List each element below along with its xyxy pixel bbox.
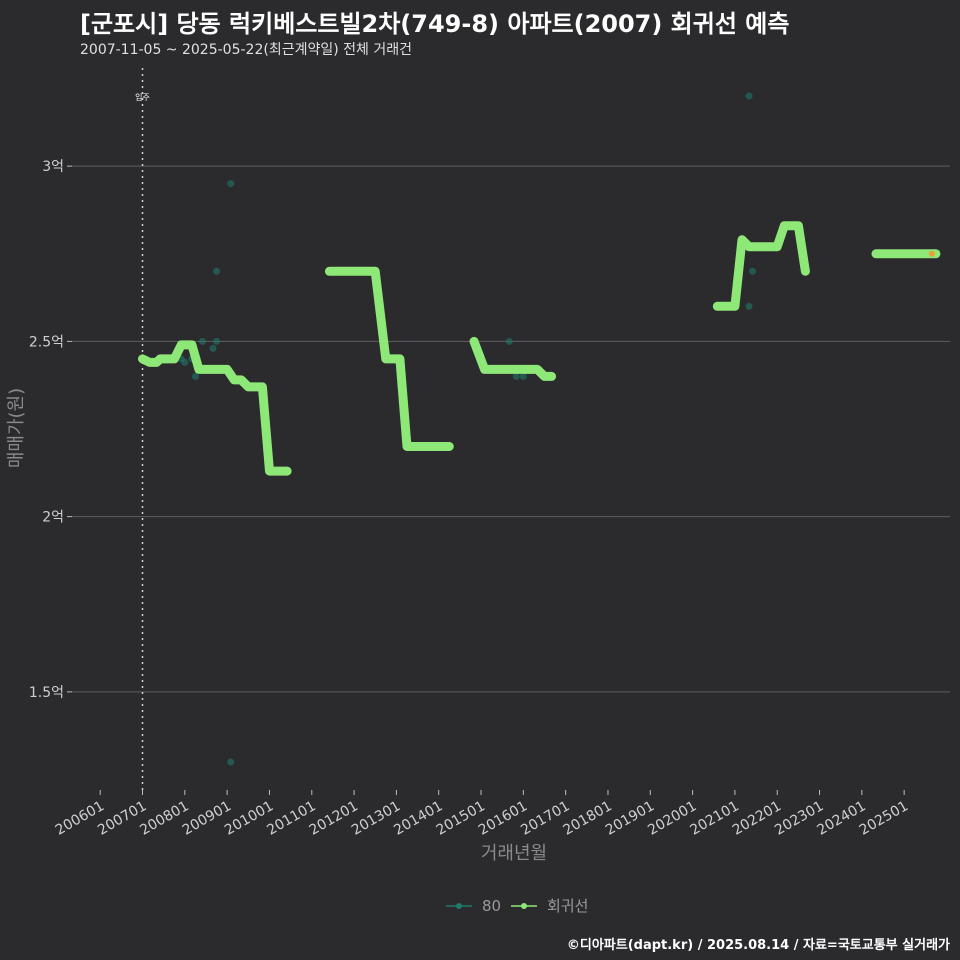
y-tick-label: 1.5억 bbox=[29, 685, 64, 701]
data-point bbox=[209, 344, 217, 352]
data-point bbox=[191, 372, 199, 380]
regression-line-segment bbox=[324, 266, 454, 451]
legend-dot bbox=[521, 903, 527, 909]
y-tick-labels: 1.5억 2억 2.5억 3억 bbox=[29, 159, 72, 701]
data-point bbox=[745, 302, 753, 310]
latest-point bbox=[928, 250, 935, 257]
y-tick-label: 2.5억 bbox=[29, 334, 64, 350]
data-point bbox=[512, 372, 520, 380]
data-point bbox=[213, 267, 221, 275]
data-point bbox=[227, 180, 235, 188]
chart-title: [군포시] 당동 럭키베스트빌2차(749-8) 아파트(2007) 회귀선 예… bbox=[80, 10, 790, 38]
source-caption: ©디아파트(dapt.kr) / 2025.08.14 / 자료=국토교통부 실… bbox=[566, 938, 950, 953]
data-point bbox=[198, 337, 206, 345]
legend-dot bbox=[456, 903, 462, 909]
x-axis-title: 거래년월 bbox=[481, 843, 547, 864]
grid-lines bbox=[72, 165, 950, 693]
regression-line-segment bbox=[138, 340, 292, 476]
move-in-marker: 입주 bbox=[135, 68, 150, 790]
legend-label: 회귀선 bbox=[547, 897, 588, 915]
data-point bbox=[519, 372, 527, 380]
y-tick-label: 2억 bbox=[42, 510, 64, 526]
data-point bbox=[505, 337, 513, 345]
data-point bbox=[227, 758, 235, 766]
scatter-points-80 bbox=[177, 92, 922, 766]
move-in-label: 입주 bbox=[135, 93, 150, 102]
regression-line-segment bbox=[469, 336, 557, 381]
y-axis-title: 매매가(원) bbox=[6, 388, 27, 468]
data-point bbox=[745, 92, 753, 100]
data-point bbox=[749, 267, 757, 275]
data-point bbox=[213, 337, 221, 345]
x-tick-label: 202501 bbox=[857, 798, 911, 839]
legend: 80 회귀선 bbox=[446, 897, 588, 915]
legend-item-regression: 회귀선 bbox=[511, 897, 588, 915]
data-point bbox=[181, 358, 189, 366]
chart-subtitle: 2007-11-05 ~ 2025-05-22(최근계약일) 전체 거래건 bbox=[80, 42, 412, 58]
x-tick-labels: 2006012007012008012009012010012011012012… bbox=[53, 790, 911, 839]
y-tick-label: 3억 bbox=[42, 159, 64, 175]
legend-label: 80 bbox=[482, 897, 501, 915]
regression-lines bbox=[138, 221, 941, 476]
regression-line-segment bbox=[712, 221, 810, 311]
legend-item-80: 80 bbox=[446, 897, 501, 915]
